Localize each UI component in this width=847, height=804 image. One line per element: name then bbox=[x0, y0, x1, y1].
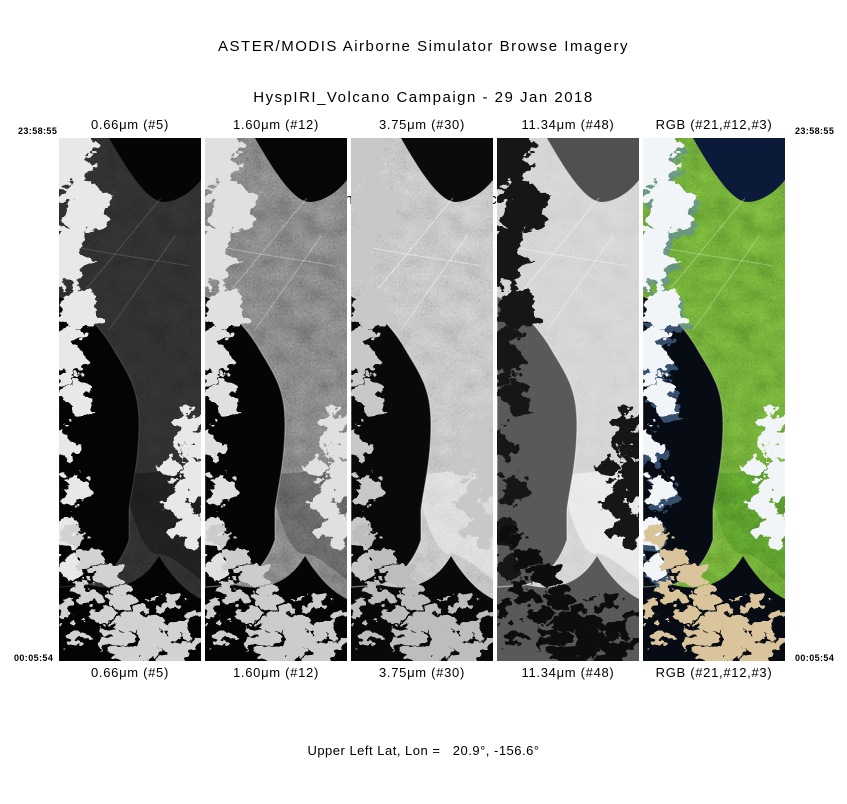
band-label-bottom-11-34um: 11.34μm (#48) bbox=[521, 665, 615, 680]
band-label-top-1-60um: 1.60μm (#12) bbox=[233, 117, 319, 132]
title-line-2: HyspIRI_Volcano Campaign - 29 Jan 2018 bbox=[253, 89, 594, 106]
timestamp-bottom-right: 00:05:54 bbox=[795, 653, 835, 663]
band-image-rgb bbox=[643, 138, 785, 661]
band-image-3-75um bbox=[351, 138, 493, 661]
metadata-line-upper-left: Upper Left Lat, Lon = 20.9°, -156.6° bbox=[307, 743, 540, 758]
band-image-0-66um bbox=[59, 138, 201, 661]
band-label-bottom-0-66um: 0.66μm (#5) bbox=[90, 665, 170, 680]
band-label-top-0-66um: 0.66μm (#5) bbox=[90, 117, 170, 132]
band-label-bottom-rgb: RGB (#21,#12,#3) bbox=[655, 665, 773, 680]
band-label-top-rgb: RGB (#21,#12,#3) bbox=[655, 117, 773, 132]
timestamp-bottom-left: 00:05:54 bbox=[14, 653, 54, 663]
band-label-top-11-34um: 11.34μm (#48) bbox=[521, 117, 615, 132]
metadata-block: Upper Left Lat, Lon = 20.9°, -156.6° Low… bbox=[0, 701, 847, 804]
band-label-bottom-1-60um: 1.60μm (#12) bbox=[233, 665, 319, 680]
timestamp-top-right: 23:58:55 bbox=[795, 126, 835, 136]
band-image-1-60um bbox=[205, 138, 347, 661]
title-line-1: ASTER/MODIS Airborne Simulator Browse Im… bbox=[218, 38, 629, 55]
band-label-bottom-3-75um: 3.75μm (#30) bbox=[379, 665, 465, 680]
timestamp-top-left: 23:58:55 bbox=[18, 126, 58, 136]
band-label-top-3-75um: 3.75μm (#30) bbox=[379, 117, 465, 132]
band-image-11-34um bbox=[497, 138, 639, 661]
